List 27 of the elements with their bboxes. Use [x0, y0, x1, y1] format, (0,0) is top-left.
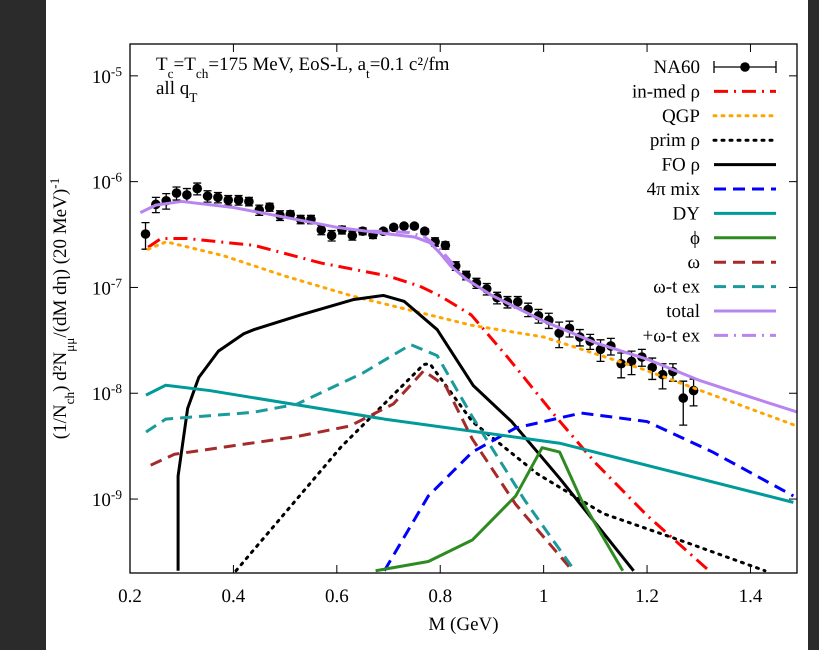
- x-tick-label: 0.6: [324, 586, 349, 607]
- legend-label: NA60: [654, 57, 700, 78]
- x-tick-label: 0.8: [428, 586, 452, 607]
- x-tick-label: 1.2: [635, 586, 659, 607]
- x-tick-label: 0.2: [118, 586, 142, 607]
- legend-label: QGP: [662, 106, 700, 127]
- annotation: all q$_{T}$: [156, 78, 198, 104]
- legend-label: ϕ: [690, 228, 700, 249]
- legend-label: in-med ρ: [632, 81, 700, 102]
- legend-label: FO ρ: [661, 154, 700, 176]
- x-tick-label: 1.4: [738, 586, 763, 607]
- annotation: T$_{c}$=T$_{ch}$=175 MeV, EoS-L, a$_{t}$=0.1 c²/fm: [156, 54, 450, 80]
- legend-label: ω: [687, 252, 700, 274]
- x-axis-title: M (GeV): [428, 614, 499, 635]
- legend-label: ω-t ex: [653, 276, 700, 298]
- y-tick-label: 10$^{-8}$: [92, 380, 122, 406]
- y-tick-label: 10$^{-7}$: [92, 274, 122, 300]
- legend-label: DY: [672, 203, 700, 224]
- y-tick-label: 10$^{-9}$: [92, 486, 122, 512]
- legend-label: total: [666, 301, 700, 322]
- legend-label: prim ρ: [650, 130, 700, 152]
- x-tick-label: 0.4: [222, 586, 246, 607]
- y-tick-label: 10$^{-5}$: [92, 63, 122, 88]
- legend-label: +ω-t ex: [642, 325, 700, 346]
- legend-label: 4π mix: [646, 179, 700, 200]
- x-tick-label: 1: [538, 586, 548, 607]
- y-tick-label: 10$^{-6}$: [92, 169, 122, 194]
